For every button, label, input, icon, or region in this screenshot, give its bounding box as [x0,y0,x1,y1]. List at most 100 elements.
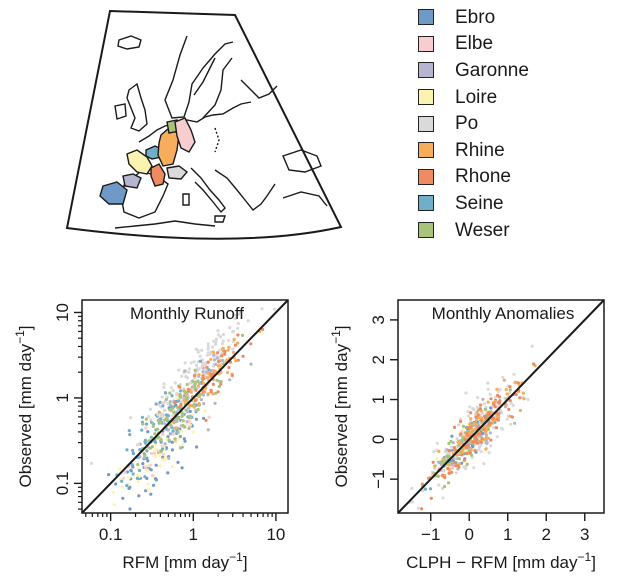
point-rhone [489,421,493,425]
point-seine [138,448,142,452]
basin-po [166,165,189,180]
point-po [192,360,196,364]
point-rhone [206,360,210,364]
point-po [206,347,210,351]
point-rhine [185,392,189,396]
point-seine [165,413,169,417]
point-rhone [211,382,215,386]
x-tick-label: 2 [542,525,551,544]
x-tick-label: 1 [189,525,198,544]
point-rhone [479,418,483,423]
point-po [187,367,191,371]
chart-title: Monthly Runoff [130,304,244,323]
point-ebro [450,434,454,438]
point-rhine [221,346,225,350]
point-weser [457,457,461,461]
point-loire [153,443,157,447]
point-garonne [202,402,206,406]
point-weser [193,368,197,372]
y-tick-label: 1 [53,393,72,402]
coastlines [114,35,328,229]
point-po [162,385,166,390]
point-po [194,363,199,367]
point-garonne [212,353,216,357]
point-loire [180,430,184,434]
one-to-one-line [81,299,289,514]
point-weser [446,481,451,485]
point-seine [178,434,182,439]
point-rhone [460,453,464,457]
point-rhine [447,463,451,467]
point-seine [145,449,149,453]
point-rhone [532,362,536,366]
point-rhine [521,391,525,395]
basin-loire [126,149,153,175]
point-po [206,351,210,355]
point-rhine [234,359,238,363]
point-rhone [480,437,484,441]
point-rhone [452,425,457,429]
point-weser [436,474,440,478]
point-po [512,372,516,376]
point-po [148,407,152,411]
point-rhone [216,360,221,364]
y-tick-label: −1 [369,469,388,488]
x-axis-label-text: CLPH − RFM [mm day [406,553,578,572]
point-rhone [216,351,220,355]
point-rhine [236,341,240,345]
point-garonne [201,370,205,374]
point-seine [428,487,433,491]
point-rhone [194,388,198,392]
point-garonne [185,420,189,424]
point-rhone [429,496,433,500]
point-elbe [200,364,204,368]
point-po [492,426,496,430]
point-po [183,361,187,365]
chart-title: Monthly Anomalies [432,304,575,323]
point-rhine [225,358,229,362]
point-po [466,409,470,413]
point-po [468,405,472,409]
point-rhone [479,440,483,444]
point-po [216,333,221,337]
point-elbe [156,413,160,417]
point-loire [157,453,161,457]
point-po [162,382,166,386]
point-ebro [129,469,133,473]
point-loire [435,456,439,460]
point-weser [184,396,188,400]
point-garonne [214,362,218,366]
point-rhine [197,395,201,399]
point-rhone [447,471,451,475]
point-po [511,403,515,408]
point-weser [219,380,223,384]
point-rhone [474,415,478,419]
x-tick-label: −1 [421,525,440,544]
x-axis-label: RFM [mm day−1] [122,550,247,572]
point-rhone [223,352,227,356]
legend-swatch [418,195,434,212]
point-po [196,367,200,371]
point-rhone [193,399,197,403]
point-elbe [144,426,148,430]
point-loire [161,458,165,462]
point-elbe [148,463,152,467]
point-garonne [168,400,172,404]
legend-label: Weser [455,219,510,241]
point-ebro [144,489,148,493]
point-seine [140,415,144,419]
point-po [226,338,231,342]
point-weser [187,416,191,420]
point-po [454,471,458,475]
point-weser [175,417,179,421]
point-rhone [491,416,496,420]
point-garonne [205,370,209,374]
x-axis-label-sup: −1 [578,550,592,564]
point-po [211,364,216,368]
point-elbe [171,432,175,436]
legend-swatch [418,89,434,106]
point-rhine [469,417,473,421]
point-weser [461,424,465,428]
y-tick-label: 0.1 [53,472,72,496]
legend-item-weser: Weser [418,217,618,244]
